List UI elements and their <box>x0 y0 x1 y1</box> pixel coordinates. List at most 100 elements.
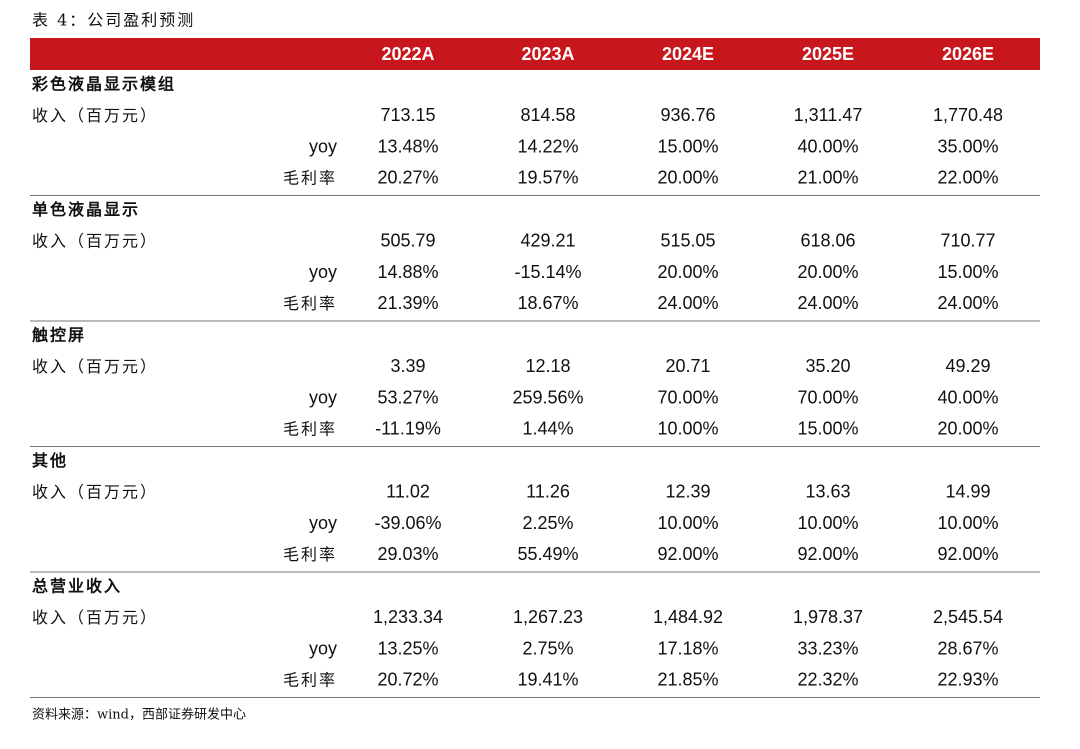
cell: 92.00% <box>657 544 718 564</box>
cell: 20.71 <box>665 356 710 376</box>
cell: 1,770.48 <box>933 105 1003 125</box>
cell: 53.27% <box>377 387 438 407</box>
cell: 14.88% <box>377 262 438 282</box>
cell: 70.00% <box>797 387 858 407</box>
row-label: 毛利率 <box>283 168 337 187</box>
cell: 11.02 <box>386 482 430 502</box>
cell: 2.25% <box>522 513 573 533</box>
cell: 15.00% <box>937 262 998 282</box>
cell: 24.00% <box>797 293 858 313</box>
cell: 429.21 <box>520 231 575 251</box>
cell: 14.99 <box>945 482 990 502</box>
section-name: 触控屏 <box>31 326 86 345</box>
cell: 20.00% <box>657 168 718 188</box>
cell: 22.93% <box>937 670 998 690</box>
cell: 70.00% <box>657 387 718 407</box>
row-label: 收入（百万元） <box>32 482 158 501</box>
cell: 10.00% <box>797 513 858 533</box>
column-header: 2024E <box>662 44 714 64</box>
column-header: 2026E <box>942 44 994 64</box>
cell: 936.76 <box>660 105 715 125</box>
cell: 505.79 <box>380 231 435 251</box>
cell: 22.00% <box>937 168 998 188</box>
cell: 15.00% <box>657 136 718 156</box>
cell: 13.63 <box>805 482 850 502</box>
cell: 20.72% <box>377 670 438 690</box>
cell: -11.19% <box>375 419 441 439</box>
cell: 1.44% <box>522 419 573 439</box>
cell: 28.67% <box>937 638 998 658</box>
cell: 24.00% <box>657 293 718 313</box>
cell: 14.22% <box>517 136 578 156</box>
cell: 12.39 <box>665 482 710 502</box>
row-label: 毛利率 <box>283 294 337 313</box>
cell: 19.41% <box>517 670 578 690</box>
row-label: 毛利率 <box>283 419 337 438</box>
cell: 11.26 <box>526 482 570 502</box>
cell: 814.58 <box>520 105 575 125</box>
cell: 3.39 <box>390 356 425 376</box>
row-label: 收入（百万元） <box>32 106 158 125</box>
column-header: 2025E <box>802 44 854 64</box>
cell: 49.29 <box>945 356 990 376</box>
cell: 710.77 <box>940 231 995 251</box>
row-label: 收入（百万元） <box>32 231 158 250</box>
cell: 21.00% <box>797 168 858 188</box>
row-label: yoy <box>309 513 337 533</box>
row-label: yoy <box>309 262 337 282</box>
header-bar <box>30 38 1040 70</box>
column-header: 2022A <box>381 44 434 64</box>
cell: 10.00% <box>657 419 718 439</box>
cell: 92.00% <box>937 544 998 564</box>
cell: 15.00% <box>797 419 858 439</box>
cell: 22.32% <box>797 670 858 690</box>
cell: 13.48% <box>377 136 438 156</box>
cell: 24.00% <box>937 293 998 313</box>
cell: 35.00% <box>937 136 998 156</box>
cell: 1,978.37 <box>793 607 863 627</box>
table-title: 表 4：公司盈利预测 <box>32 11 195 30</box>
cell: 2.75% <box>522 638 573 658</box>
cell: 20.00% <box>937 419 998 439</box>
section-name: 其他 <box>32 451 68 470</box>
cell: 33.23% <box>797 638 858 658</box>
cell: 20.00% <box>657 262 718 282</box>
column-header: 2023A <box>521 44 574 64</box>
cell: 1,484.92 <box>653 607 723 627</box>
cell: 92.00% <box>797 544 858 564</box>
cell: -39.06% <box>374 513 441 533</box>
cell: 40.00% <box>937 387 998 407</box>
cell: 35.20 <box>805 356 850 376</box>
cell: 13.25% <box>377 638 438 658</box>
cell: 17.18% <box>657 638 718 658</box>
cell: 55.49% <box>517 544 578 564</box>
cell: 1,267.23 <box>513 607 583 627</box>
cell: 20.00% <box>797 262 858 282</box>
row-label: 收入（百万元） <box>32 608 158 627</box>
source-note: 资料来源：wind，西部证券研发中心 <box>32 707 246 723</box>
cell: 21.85% <box>657 670 718 690</box>
row-label: yoy <box>309 136 337 156</box>
cell: 18.67% <box>517 293 578 313</box>
cell: 1,311.47 <box>794 105 863 125</box>
row-label: yoy <box>309 387 337 407</box>
cell: -15.14% <box>514 262 581 282</box>
cell: 1,233.34 <box>373 607 443 627</box>
cell: 515.05 <box>660 231 715 251</box>
cell: 713.15 <box>380 105 435 125</box>
row-label: 毛利率 <box>283 545 337 564</box>
cell: 40.00% <box>797 136 858 156</box>
cell: 20.27% <box>377 168 438 188</box>
cell: 10.00% <box>937 513 998 533</box>
section-name: 彩色液晶显示模组 <box>31 75 176 94</box>
cell: 2,545.54 <box>933 607 1003 627</box>
cell: 10.00% <box>657 513 718 533</box>
section-name: 单色液晶显示 <box>32 200 140 219</box>
cell: 29.03% <box>377 544 438 564</box>
row-label: 毛利率 <box>283 670 337 689</box>
cell: 19.57% <box>517 168 578 188</box>
cell: 21.39% <box>377 293 438 313</box>
row-label: yoy <box>309 638 337 658</box>
row-label: 收入（百万元） <box>32 357 158 376</box>
